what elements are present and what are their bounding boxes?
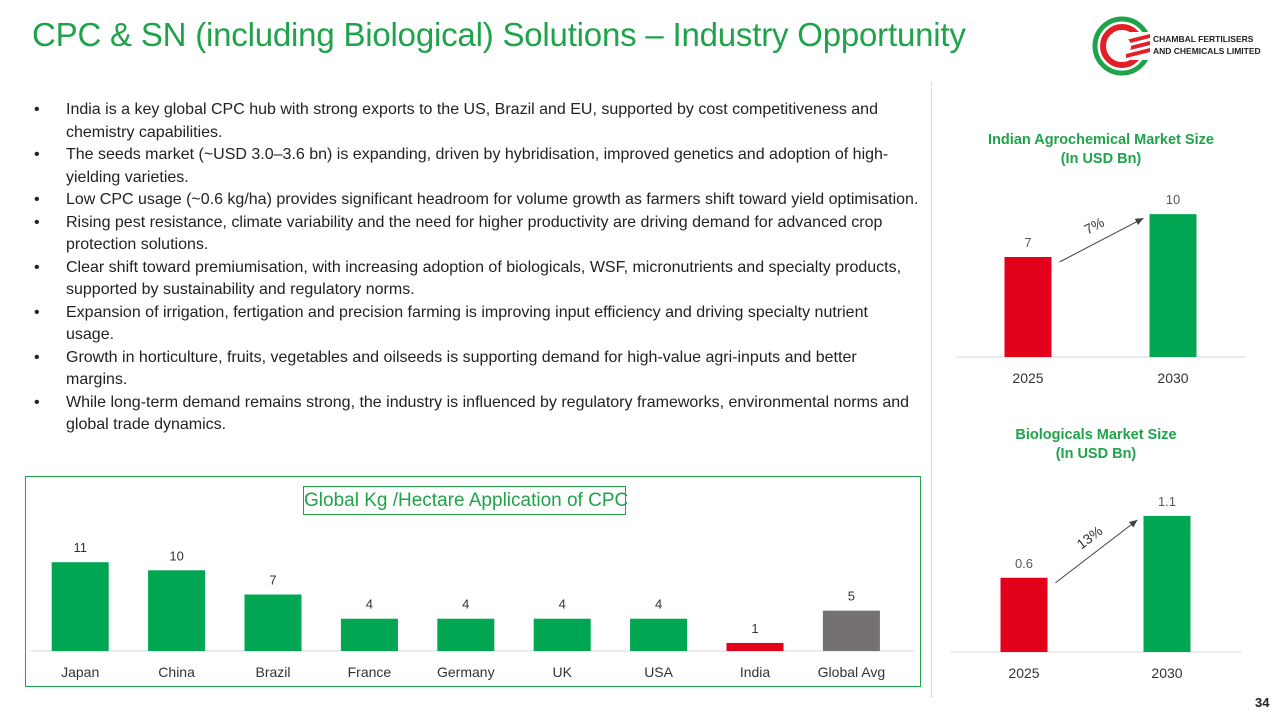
agro-data-label: 10 xyxy=(1166,192,1180,207)
bullet-item: Expansion of irrigation, fertigation and… xyxy=(30,302,920,347)
agro-chart: 7 2025 10 2030 7% xyxy=(956,192,1246,386)
cpc-bar xyxy=(726,642,784,651)
cpc-category-label: Japan xyxy=(61,664,99,680)
cpc-bar xyxy=(148,570,206,651)
bio-bar xyxy=(1000,577,1048,652)
cpc-category-label: UK xyxy=(552,664,572,680)
bio-arrowhead-icon xyxy=(1129,519,1138,528)
cpc-data-label: 5 xyxy=(848,589,855,604)
bullet-list: India is a key global CPC hub with stron… xyxy=(30,99,920,437)
bullet-item: The seeds market (~USD 3.0–3.6 bn) is ex… xyxy=(30,144,920,189)
agro-chart-heading: Indian Agrochemical Market Size (In USD … xyxy=(961,131,1241,169)
cpc-category-label: France xyxy=(348,664,392,680)
bullet-item: Rising pest resistance, climate variabil… xyxy=(30,212,920,257)
cpc-data-label: 11 xyxy=(73,540,87,555)
agro-category-label: 2025 xyxy=(1012,370,1043,386)
logo-text: CHAMBAL FERTILISERS AND CHEMICALS LIMITE… xyxy=(1153,33,1261,57)
cpc-chart: 11 Japan 10 China 7 Brazil 4 France 4 Germany 4 UK 4… xyxy=(30,540,914,680)
cpc-category-label: China xyxy=(158,664,195,680)
cpc-chart-frame xyxy=(25,476,921,687)
logo-text-line1: CHAMBAL FERTILISERS xyxy=(1153,34,1254,44)
bio-chart-subtitle: (In USD Bn) xyxy=(1055,446,1137,462)
agro-data-label: 7 xyxy=(1024,235,1031,250)
cpc-bar xyxy=(244,594,302,651)
agro-arrowhead-icon xyxy=(1134,218,1144,225)
cpc-bar xyxy=(630,618,688,651)
cpc-data-label: 4 xyxy=(462,597,469,612)
agro-chart-subtitle: (In USD Bn) xyxy=(1060,151,1142,167)
cpc-category-label: Brazil xyxy=(255,664,290,680)
logo-emblem-icon xyxy=(1092,16,1152,76)
cpc-data-label: 7 xyxy=(269,573,276,588)
cpc-data-label: 10 xyxy=(169,548,183,563)
bio-chart-title: Biologicals Market Size xyxy=(1015,427,1177,443)
agro-bar xyxy=(1004,257,1052,357)
cpc-bar xyxy=(533,618,591,651)
cpc-category-label: Global Avg xyxy=(818,664,885,680)
cpc-bar xyxy=(340,618,398,651)
bio-data-label: 0.6 xyxy=(1015,556,1033,571)
logo-text-line2: AND CHEMICALS LIMITED xyxy=(1153,46,1261,56)
agro-category-label: 2030 xyxy=(1157,370,1188,386)
agro-chart-title: Indian Agrochemical Market Size xyxy=(988,132,1214,148)
cpc-bar xyxy=(437,618,495,651)
cpc-data-label: 4 xyxy=(559,597,566,612)
cpc-bar xyxy=(51,562,109,651)
agro-growth-label: 7% xyxy=(1082,214,1107,238)
bio-chart-heading: Biologicals Market Size (In USD Bn) xyxy=(956,426,1236,464)
cpc-category-label: India xyxy=(740,664,771,680)
bullet-item: Growth in horticulture, fruits, vegetabl… xyxy=(30,347,920,392)
cpc-category-label: USA xyxy=(644,664,673,680)
page-number: 34 xyxy=(1255,695,1270,710)
bio-data-label: 1.1 xyxy=(1158,494,1176,509)
bio-growth-arrow xyxy=(1055,519,1138,584)
agro-bar xyxy=(1149,214,1197,357)
cpc-bar xyxy=(822,610,880,651)
agro-growth-arrow xyxy=(1059,217,1144,263)
page-title: CPC & SN (including Biological) Solution… xyxy=(32,16,966,53)
cpc-category-label: Germany xyxy=(437,664,495,680)
cpc-chart-title: Global Kg /Hectare Application of CPC xyxy=(303,486,628,515)
bio-category-label: 2030 xyxy=(1151,665,1182,681)
bio-bar xyxy=(1143,515,1191,652)
bullet-item: Clear shift toward premiumisation, with … xyxy=(30,257,920,302)
cpc-data-label: 1 xyxy=(751,621,758,636)
cpc-data-label: 4 xyxy=(655,597,662,612)
bullet-item: India is a key global CPC hub with stron… xyxy=(30,99,920,144)
bullet-item: While long-term demand remains strong, t… xyxy=(30,392,920,437)
cpc-data-label: 4 xyxy=(366,597,373,612)
bullet-item: Low CPC usage (~0.6 kg/ha) provides sign… xyxy=(30,189,920,212)
company-logo xyxy=(1092,14,1272,78)
column-divider xyxy=(931,82,932,697)
bio-category-label: 2025 xyxy=(1008,665,1039,681)
